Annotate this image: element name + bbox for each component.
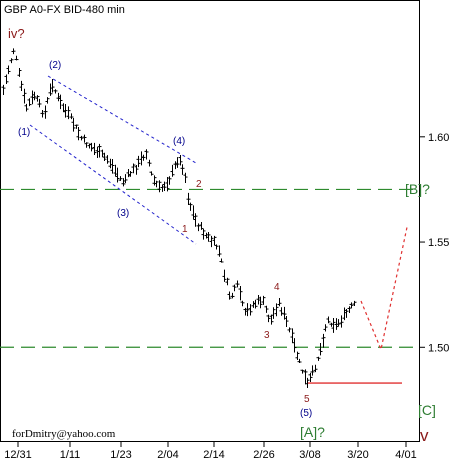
y-tick-label: 1.50 [428, 342, 449, 354]
x-tick-label: 4/01 [395, 449, 416, 461]
chart-title: GBP A0-FX BID-480 min [4, 4, 125, 16]
channel-lower [29, 124, 197, 245]
x-tick-label: 1/23 [110, 449, 131, 461]
price-bars [1, 48, 357, 389]
x-axis: 12/31 1/11 1/23 2/04 2/14 2/26 3/08 3/20… [4, 442, 417, 461]
wave-label-iv: iv? [8, 26, 25, 41]
x-tick-label: 1/11 [60, 449, 81, 461]
wave-label-(5): (5) [300, 408, 312, 419]
x-tick-label: 2/04 [157, 449, 178, 461]
wave-label-(2): (2) [49, 60, 61, 71]
key-levels [0, 188, 420, 348]
wave-label-A: [A]? [300, 424, 325, 440]
wave-label-3: 3 [264, 330, 270, 341]
x-tick-label: 2/14 [203, 449, 224, 461]
wave-label-(1): (1) [18, 127, 30, 138]
trend-channel [29, 75, 197, 245]
wave-label-5: 5 [304, 394, 310, 405]
wave-label-(3): (3) [117, 208, 129, 219]
y-tick-label: 1.55 [428, 237, 449, 249]
x-tick-label: 3/20 [347, 449, 368, 461]
channel-upper [47, 75, 197, 164]
y-tick-label: 1.60 [428, 132, 449, 144]
y-axis: 1.60 1.55 1.50 [420, 132, 449, 354]
wave-label-4: 4 [274, 282, 280, 293]
x-tick-label: 3/08 [299, 449, 320, 461]
x-tick-label: 2/26 [253, 449, 274, 461]
wave-label-C: [C] [418, 402, 436, 418]
wave-label-2: 2 [196, 179, 202, 190]
footer-email: forDmitry@yahoo.com [12, 428, 116, 440]
wave-label-(4): (4) [173, 136, 185, 147]
wave-labels: iv? (2) (1) (3) (4) 2 1 4 3 5 (5) [A]? [… [8, 26, 436, 445]
wave-label-B: [B]? [405, 181, 430, 197]
x-tick-label: 12/31 [4, 449, 32, 461]
plot-frame [0, 0, 420, 442]
wave-label-v: v [420, 426, 429, 445]
wave-label-1: 1 [182, 224, 188, 235]
